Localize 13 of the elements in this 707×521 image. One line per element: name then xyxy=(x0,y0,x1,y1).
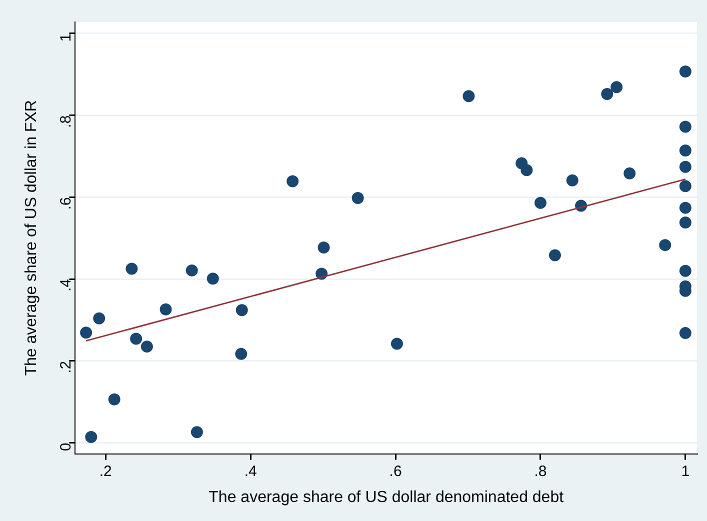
y-tick-label: .2 xyxy=(57,360,74,374)
y-tick-label: 0 xyxy=(57,442,74,452)
y-axis-title: The average share of US dollar in FXR xyxy=(23,100,40,376)
y-tick-label: 1 xyxy=(57,33,74,42)
y-tick-label: .4 xyxy=(57,279,74,292)
x-tick-label: .6 xyxy=(389,462,402,480)
x-axis-title: The average share of US dollar denominated debt xyxy=(208,488,564,506)
y-tick-label: .8 xyxy=(57,115,74,128)
y-tick-label: .6 xyxy=(57,197,74,210)
x-tick-label: .8 xyxy=(534,462,547,480)
x-tick-label: .2 xyxy=(99,462,112,480)
x-tick-label: 1 xyxy=(681,462,690,480)
x-tick-label: .4 xyxy=(244,462,257,480)
